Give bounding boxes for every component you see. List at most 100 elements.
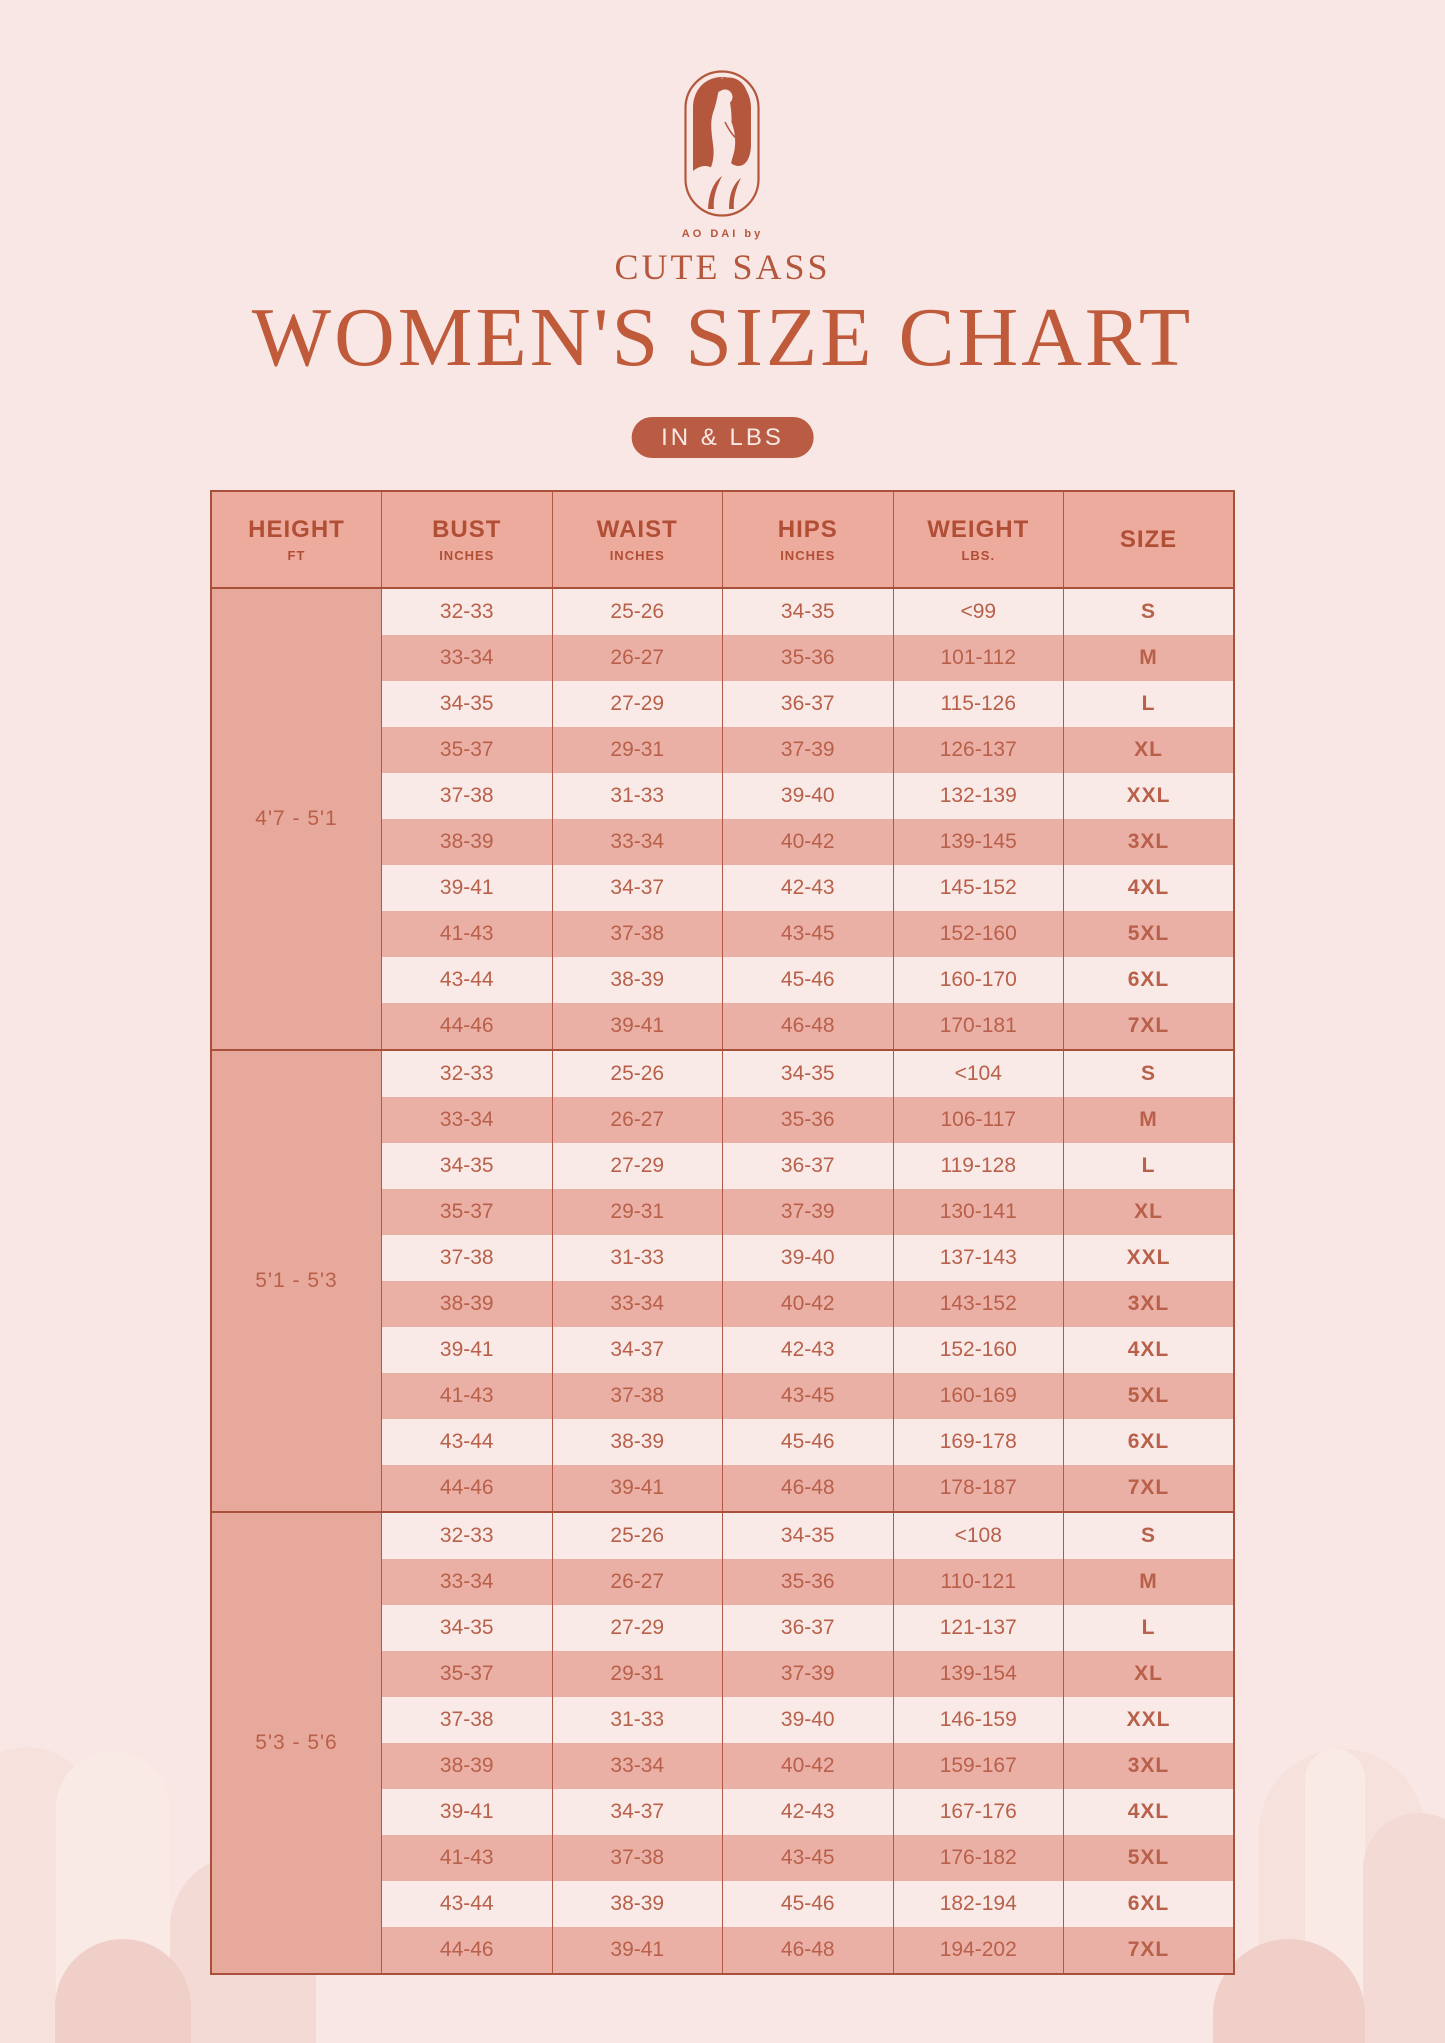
hips-cell: 45-46	[722, 1881, 894, 1927]
weight-cell: 110-121	[892, 1559, 1064, 1605]
hips-cell: 46-48	[722, 1927, 894, 1974]
bust-cell: 43-44	[381, 1419, 553, 1465]
size-cell: 4XL	[1063, 1327, 1235, 1373]
waist-cell: 26-27	[551, 1097, 723, 1143]
column-label: SIZE	[1119, 525, 1178, 553]
hips-cell: 37-39	[722, 727, 894, 773]
decorative-arch	[1363, 1813, 1445, 2043]
column-header-waist: WAIST INCHES	[551, 491, 723, 589]
page-title: WOMEN'S SIZE CHART	[251, 291, 1194, 384]
waist-cell: 37-38	[551, 1373, 723, 1419]
weight-cell: <99	[892, 587, 1064, 635]
size-cell: L	[1063, 1605, 1235, 1651]
height-range-cell: 5'1 - 5'3	[210, 1049, 382, 1512]
size-cell: XL	[1063, 1189, 1235, 1235]
waist-cell: 29-31	[551, 1189, 723, 1235]
weight-cell: 167-176	[892, 1789, 1064, 1835]
hips-cell: 36-37	[722, 681, 894, 727]
size-cell: 4XL	[1063, 1789, 1235, 1835]
table-row: 41-43 37-38 43-45 176-182 5XL	[211, 1835, 1235, 1881]
bust-cell: 44-46	[381, 1927, 553, 1974]
column-header-bust: BUST INCHES	[381, 491, 553, 589]
size-cell: 5XL	[1063, 1373, 1235, 1419]
waist-cell: 25-26	[551, 587, 723, 635]
weight-cell: 160-170	[892, 957, 1064, 1003]
column-unit-label: LBS.	[961, 548, 996, 563]
hips-cell: 37-39	[722, 1189, 894, 1235]
hips-cell: 45-46	[722, 1419, 894, 1465]
table-row: 34-35 27-29 36-37 121-137 L	[211, 1605, 1235, 1651]
table-row: 5'1 - 5'3 32-33 25-26 34-35 <104 S	[210, 1049, 1235, 1512]
size-table: HEIGHT FT BUST INCHES WAIST INCHES HIPS INCHES W…	[210, 490, 1235, 1975]
weight-cell: 194-202	[892, 1927, 1064, 1974]
waist-cell: 25-26	[551, 1049, 723, 1097]
hips-cell: 40-42	[722, 819, 894, 865]
waist-cell: 33-34	[551, 819, 723, 865]
bust-cell: 41-43	[381, 1835, 553, 1881]
bust-cell: 33-34	[381, 635, 553, 681]
waist-cell: 31-33	[551, 1697, 723, 1743]
column-label: WAIST	[596, 516, 678, 543]
weight-cell: 145-152	[892, 865, 1064, 911]
waist-cell: 39-41	[551, 1465, 723, 1512]
bust-cell: 44-46	[381, 1003, 553, 1050]
bust-cell: 32-33	[381, 587, 553, 635]
table-row: 39-41 34-37 42-43 145-152 4XL	[211, 865, 1235, 911]
hips-cell: 35-36	[722, 1559, 894, 1605]
weight-cell: 101-112	[892, 635, 1064, 681]
weight-cell: 169-178	[892, 1419, 1064, 1465]
size-cell: 4XL	[1063, 865, 1235, 911]
table-row: 43-44 38-39 45-46 160-170 6XL	[211, 957, 1235, 1003]
hips-cell: 39-40	[722, 1235, 894, 1281]
size-cell: 7XL	[1063, 1003, 1235, 1050]
table-row: 37-38 31-33 39-40 132-139 XXL	[211, 773, 1235, 819]
table-row: 41-43 37-38 43-45 152-160 5XL	[211, 911, 1235, 957]
waist-cell: 34-37	[551, 865, 723, 911]
size-cell: XXL	[1063, 1235, 1235, 1281]
hips-cell: 35-36	[722, 635, 894, 681]
table-row: 44-46 39-41 46-48 170-181 7XL	[211, 1003, 1235, 1050]
waist-cell: 31-33	[551, 773, 723, 819]
hips-cell: 37-39	[722, 1651, 894, 1697]
weight-cell: 170-181	[892, 1003, 1064, 1050]
weight-cell: 132-139	[892, 773, 1064, 819]
hips-cell: 43-45	[722, 911, 894, 957]
size-cell: 6XL	[1063, 957, 1235, 1003]
bust-cell: 41-43	[381, 911, 553, 957]
waist-cell: 37-38	[551, 1835, 723, 1881]
table-row: 33-34 26-27 35-36 106-117 M	[211, 1097, 1235, 1143]
size-cell: 3XL	[1063, 1281, 1235, 1327]
size-cell: 5XL	[1063, 911, 1235, 957]
size-cell: XL	[1063, 727, 1235, 773]
bust-cell: 38-39	[381, 1281, 553, 1327]
column-header-size: SIZE	[1063, 491, 1235, 589]
weight-cell: 115-126	[892, 681, 1064, 727]
bust-cell: 34-35	[381, 1143, 553, 1189]
hips-cell: 42-43	[722, 865, 894, 911]
weight-cell: 121-137	[892, 1605, 1064, 1651]
units-badge: IN & LBS	[631, 417, 814, 458]
column-unit-label: FT	[287, 548, 306, 563]
size-cell: M	[1063, 1559, 1235, 1605]
weight-cell: 152-160	[892, 1327, 1064, 1373]
waist-cell: 26-27	[551, 635, 723, 681]
bust-cell: 37-38	[381, 1697, 553, 1743]
size-table-body: 4'7 - 5'1 32-33 25-26 34-35 <99 S 33-34 26-27 35…	[210, 587, 1235, 1974]
weight-cell: 126-137	[892, 727, 1064, 773]
hips-cell: 34-35	[722, 587, 894, 635]
height-range-cell: 5'3 - 5'6	[210, 1511, 382, 1974]
hips-cell: 46-48	[722, 1003, 894, 1050]
waist-cell: 34-37	[551, 1327, 723, 1373]
table-row: 5'3 - 5'6 32-33 25-26 34-35 <108 S	[210, 1511, 1235, 1974]
hips-cell: 40-42	[722, 1281, 894, 1327]
bust-cell: 35-37	[381, 727, 553, 773]
size-cell: S	[1063, 587, 1235, 635]
hips-cell: 39-40	[722, 773, 894, 819]
bust-cell: 34-35	[381, 1605, 553, 1651]
bust-cell: 33-34	[381, 1559, 553, 1605]
size-cell: 7XL	[1063, 1465, 1235, 1512]
table-row: 34-35 27-29 36-37 119-128 L	[211, 1143, 1235, 1189]
bust-cell: 41-43	[381, 1373, 553, 1419]
bust-cell: 43-44	[381, 957, 553, 1003]
